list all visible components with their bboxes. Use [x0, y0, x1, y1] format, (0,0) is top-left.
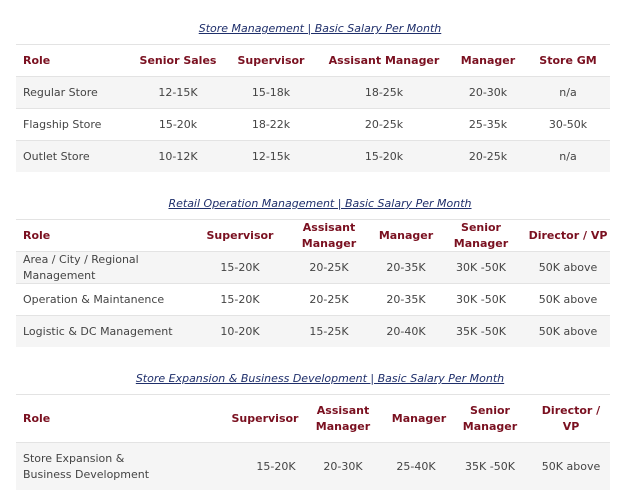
cell-value: 15-20k: [364, 149, 404, 163]
divider: [16, 442, 610, 443]
cell-value: 25-40K: [396, 459, 436, 473]
table-row: Flagship Store 15-20k 18-22k 20-25k 25-3…: [16, 109, 610, 140]
table-header-row: Role Supervisor Assisant Manager Manager…: [16, 221, 610, 251]
table-row: Logistic & DC Management 10-20K 15-25K 2…: [16, 316, 610, 347]
cell-role: Operation & Maintanence: [23, 292, 165, 306]
cell-value: 20-40K: [386, 324, 426, 338]
cell-role: Flagship Store: [23, 117, 102, 131]
table-title-store-management: Store Management | Basic Salary Per Mont…: [198, 22, 442, 35]
cell-value: 20-35K: [386, 260, 426, 274]
cell-value: 15-20k: [158, 117, 198, 131]
table-header-row: Role Senior Sales Supervisor Assisant Ma…: [16, 46, 610, 76]
cell-value: 20-25K: [309, 260, 349, 274]
cell-value: 35K -50K: [456, 324, 506, 338]
header-role: Role: [23, 54, 51, 67]
cell-value: n/a: [559, 85, 577, 99]
header-director-vp: Director / VP: [541, 404, 601, 433]
cell-value: 15-20K: [256, 459, 296, 473]
header-senior-manager: Senior Manager: [462, 404, 518, 433]
cell-value: 50K above: [538, 324, 598, 338]
cell-value: 15-18k: [251, 85, 291, 99]
cell-value: 30K -50K: [456, 292, 506, 306]
cell-value: 12-15K: [158, 85, 198, 99]
table-row: Operation & Maintanence 15-20K 20-25K 20…: [16, 284, 610, 315]
cell-role: Area / City / Regional Management: [23, 252, 139, 282]
header-supervisor: Supervisor: [231, 412, 299, 425]
divider: [16, 108, 610, 109]
table-row: Area / City / Regional Management 15-20K…: [16, 252, 610, 283]
table-title-store-expansion: Store Expansion & Business Development |…: [135, 372, 505, 385]
table-title-retail-operation: Retail Operation Management | Basic Sala…: [168, 197, 472, 210]
cell-value: 20-25k: [364, 117, 404, 131]
cell-role: Logistic & DC Management: [23, 324, 173, 338]
divider: [16, 140, 610, 141]
cell-value: 50K above: [538, 260, 598, 274]
cell-value: 20-25k: [468, 149, 508, 163]
cell-value: 35K -50K: [465, 459, 515, 473]
cell-role: Outlet Store: [23, 149, 90, 163]
cell-value: 18-22k: [251, 117, 291, 131]
header-manager: Manager: [378, 229, 434, 242]
divider: [16, 44, 610, 45]
header-store-gm: Store GM: [539, 54, 597, 67]
header-role: Role: [23, 412, 51, 425]
table-row: Regular Store 12-15K 15-18k 18-25k 20-30…: [16, 77, 610, 108]
header-manager: Manager: [460, 54, 516, 67]
cell-value: 30K -50K: [456, 260, 506, 274]
cell-value: 10-12K: [158, 149, 198, 163]
header-manager: Manager: [391, 412, 447, 425]
divider: [16, 315, 610, 316]
cell-value: 20-30K: [323, 459, 363, 473]
header-supervisor: Supervisor: [206, 229, 274, 242]
divider: [16, 219, 610, 220]
cell-value: 25-35k: [468, 117, 508, 131]
header-senior-sales: Senior Sales: [139, 54, 217, 67]
cell-value: n/a: [559, 149, 577, 163]
cell-value: 15-25K: [309, 324, 349, 338]
cell-value: 20-30k: [468, 85, 508, 99]
divider: [16, 394, 610, 395]
divider: [16, 76, 610, 77]
header-role: Role: [23, 229, 51, 242]
header-assisant-manager: Assisant Manager: [315, 404, 371, 433]
table-row: Store Expansion & Business Development 1…: [16, 443, 610, 490]
header-assisant-manager: Assisant Manager: [301, 221, 357, 250]
cell-value: 12-15k: [251, 149, 291, 163]
cell-value: 15-20K: [220, 292, 260, 306]
cell-value: 10-20K: [220, 324, 260, 338]
divider: [16, 283, 610, 284]
divider: [16, 251, 610, 252]
header-supervisor: Supervisor: [237, 54, 305, 67]
cell-value: 18-25k: [364, 85, 404, 99]
table-row: Outlet Store 10-12K 12-15k 15-20k 20-25k…: [16, 141, 610, 172]
cell-role: Regular Store: [23, 85, 98, 99]
cell-value: 15-20K: [220, 260, 260, 274]
cell-value: 20-25K: [309, 292, 349, 306]
cell-value: 50K above: [538, 292, 598, 306]
cell-value: 20-35K: [386, 292, 426, 306]
cell-value: 50K above: [541, 459, 601, 473]
table-header-row: Role Supervisor Assisant Manager Manager…: [16, 396, 610, 442]
header-assisant-manager: Assisant Manager: [328, 54, 440, 67]
header-senior-manager: Senior Manager: [453, 221, 509, 250]
cell-role: Store Expansion & Business Development: [23, 451, 150, 481]
cell-value: 30-50k: [548, 117, 588, 131]
header-director-vp: Director / VP: [528, 229, 608, 242]
